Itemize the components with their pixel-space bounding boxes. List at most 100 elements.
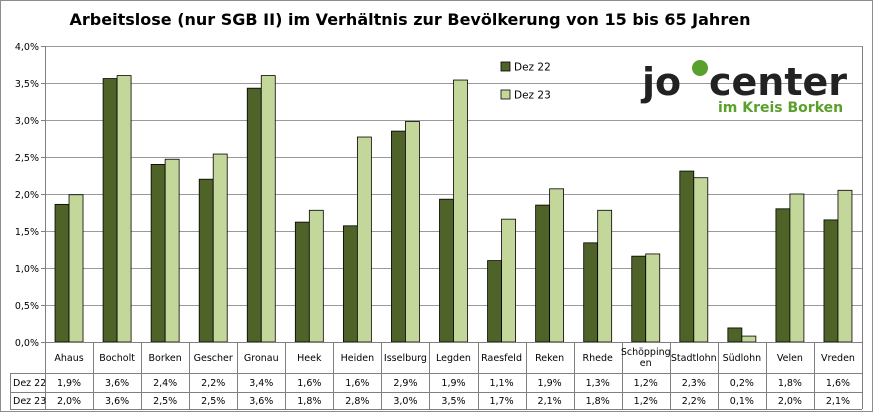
- x-category-label: Reken: [535, 353, 564, 364]
- x-category-label: Gescher: [194, 353, 233, 364]
- data-label: 2,0%: [57, 396, 81, 407]
- bar-dez23: [645, 253, 661, 343]
- x-category-label: Südlohn: [723, 353, 762, 364]
- bar-dez22: [487, 260, 502, 343]
- bar-dez22: [775, 208, 791, 343]
- bar-dez22: [198, 178, 214, 343]
- data-label: 1,6%: [826, 378, 850, 389]
- data-label: 1,9%: [538, 378, 562, 389]
- y-tick-label: 2,0%: [15, 190, 39, 201]
- x-category-label: Bocholt: [99, 353, 135, 364]
- bar-dez23: [212, 153, 228, 343]
- bar-dez23: [260, 75, 276, 343]
- bar-dez23: [164, 158, 180, 343]
- logo-text-center: center: [709, 60, 847, 104]
- data-label: 3,0%: [393, 396, 417, 407]
- data-label: 2,2%: [682, 396, 706, 407]
- x-category-label: Stadtlohn: [671, 353, 717, 364]
- legend-label: Dez 22: [514, 62, 551, 74]
- table-series-label: Dez 23: [13, 396, 46, 407]
- data-label: 2,9%: [393, 378, 417, 389]
- legend-swatch: [500, 61, 511, 72]
- table-series-label: Dez 22: [13, 378, 46, 389]
- bar-dez22: [54, 203, 70, 343]
- data-label: 2,5%: [153, 396, 177, 407]
- data-label: 3,6%: [249, 396, 273, 407]
- bar-dez23: [501, 218, 516, 343]
- bar-dez23: [597, 209, 613, 343]
- y-tick-label: 0,5%: [15, 301, 39, 312]
- bar-dez23: [741, 335, 757, 343]
- data-label: 1,6%: [345, 378, 369, 389]
- bar-dez23: [356, 136, 372, 343]
- data-label: 2,1%: [538, 396, 562, 407]
- x-category-label: Velen: [777, 353, 803, 364]
- x-category-label: Isselburg: [384, 353, 427, 364]
- bar-dez22: [727, 327, 743, 343]
- data-label: 1,1%: [489, 378, 513, 389]
- bar-dez23: [453, 79, 468, 343]
- x-category-label: Vreden: [821, 353, 855, 364]
- x-category-label: Heiden: [341, 353, 375, 364]
- bar-dez22: [102, 78, 118, 343]
- x-category-label: Rhede: [583, 353, 613, 364]
- data-label: 1,8%: [778, 378, 802, 389]
- data-label: 0,2%: [730, 378, 754, 389]
- data-table: Ahaus Bocholt Borken Gescher Gronau Heek Heide…: [10, 46, 863, 410]
- bar-dez22: [342, 225, 358, 343]
- bar-dez23: [837, 189, 853, 343]
- x-category-label: Ahaus: [54, 353, 83, 364]
- y-tick-label: 2,5%: [15, 153, 39, 164]
- logo-b-dot: [692, 60, 708, 76]
- data-label: 1,8%: [297, 396, 321, 407]
- x-category-label: Legden: [436, 353, 471, 364]
- data-label: 3,5%: [441, 396, 465, 407]
- bar-dez22: [583, 242, 599, 343]
- data-label: 1,2%: [634, 396, 658, 407]
- legend-swatch: [500, 89, 511, 100]
- y-tick-label: 3,5%: [15, 79, 39, 90]
- legend-label: Dez 23: [514, 90, 551, 102]
- bar-dez22: [391, 130, 406, 343]
- bar-dez23: [308, 209, 324, 343]
- data-label: 1,7%: [489, 396, 513, 407]
- bar-dez22: [631, 255, 647, 343]
- data-label: 2,1%: [826, 396, 850, 407]
- x-category-label: Borken: [149, 353, 182, 364]
- logo-text-jo: jo: [640, 60, 681, 104]
- data-label: 2,2%: [201, 378, 225, 389]
- data-label: 1,8%: [586, 396, 610, 407]
- bars: [54, 75, 853, 343]
- chart-title: Arbeitslose (nur SGB II) im Verhältnis z…: [70, 10, 751, 29]
- x-category-label: Gronau: [244, 353, 279, 364]
- data-label: 0,1%: [730, 396, 754, 407]
- data-label: 1,6%: [297, 378, 321, 389]
- x-category-label: Schöpping: [621, 347, 671, 358]
- data-label: 3,6%: [105, 396, 129, 407]
- y-axis: 0,0% 0,5% 1,0% 1,5% 2,0% 2,5% 3,0% 3,5% 4,0%: [15, 42, 46, 349]
- bar-dez23: [789, 193, 805, 343]
- bar-dez23: [116, 75, 132, 343]
- data-label: 2,3%: [682, 378, 706, 389]
- logo-subtitle: im Kreis Borken: [718, 100, 843, 116]
- bar-dez23: [68, 194, 84, 343]
- bar-dez23: [549, 188, 565, 343]
- y-tick-label: 1,0%: [15, 264, 39, 275]
- x-category-label: en: [640, 358, 652, 369]
- bar-dez23: [405, 121, 420, 343]
- bar-dez22: [823, 219, 839, 343]
- bar-dez23: [693, 177, 709, 343]
- data-label: 2,0%: [778, 396, 802, 407]
- data-label: 1,2%: [634, 378, 658, 389]
- y-tick-label: 1,5%: [15, 227, 39, 238]
- y-tick-label: 4,0%: [15, 42, 39, 53]
- data-label: 3,6%: [105, 378, 129, 389]
- bar-dez22: [439, 198, 454, 343]
- bar-dez22: [150, 163, 166, 343]
- bar-dez22: [535, 204, 551, 343]
- bar-dez22: [679, 170, 695, 343]
- data-label: 2,5%: [201, 396, 225, 407]
- data-label: 2,4%: [153, 378, 177, 389]
